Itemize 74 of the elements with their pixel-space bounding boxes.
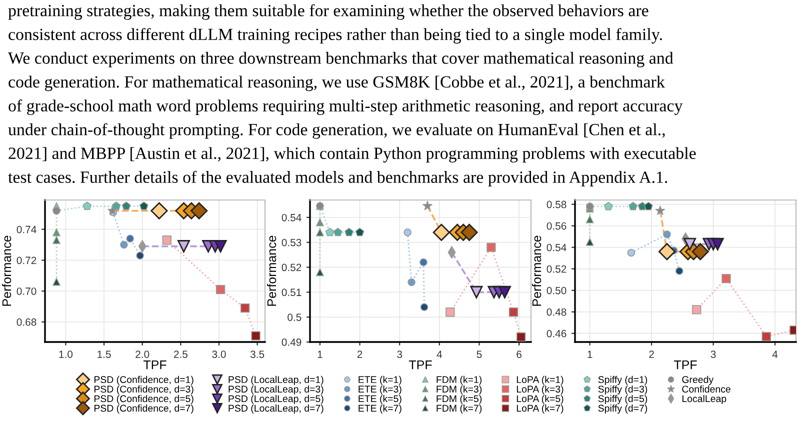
y-tick-label: 0.56 <box>546 222 566 230</box>
y-tick-label: 0.50 <box>546 286 566 294</box>
y-axis-title: Performance <box>266 236 276 306</box>
text: consistent across different dLLM training recipes rather than being tied to a single model family. <box>8 28 662 44</box>
y-tick-label: 0.58 <box>546 200 566 208</box>
x-tick-label: 2 <box>357 350 362 358</box>
legend-label: PSD (Confidence, d=3) <box>94 385 194 394</box>
legend-label: ETE (k=7) <box>358 404 402 414</box>
y-tick-label: 0.54 <box>282 214 302 222</box>
y-tick-label: 0.54 <box>546 244 566 252</box>
y-tick-label: 0.70 <box>16 288 36 295</box>
x-tick-label: 3.5 <box>250 350 264 358</box>
text: of grade-school math word problems requiring multi-step arithmetic reasoning, and report accuracy <box>8 99 683 115</box>
legend-label: LoPA (k=5) <box>516 394 564 404</box>
x-tick-label: 3.0 <box>212 350 226 358</box>
legend-label: FDM (k=1) <box>436 376 482 385</box>
y-tick-label: 0.72 <box>16 256 36 264</box>
legend-label: LoPA (k=3) <box>516 385 564 394</box>
y-tick-label: 0.52 <box>546 265 566 273</box>
legend-label: PSD (Confidence, d=1) <box>94 376 194 385</box>
y-tick-label: 0.53 <box>282 238 302 246</box>
x-tick-label: 1.0 <box>59 350 73 358</box>
y-tick-label: 0.48 <box>546 308 566 316</box>
legend-label: PSD (LocalLeap, d=5) <box>228 394 324 404</box>
x-axis-title: TPF <box>674 360 697 370</box>
text: under chain-of-thought prompting. For code generation, we evaluate on HumanEval [Chen et al., <box>8 123 665 139</box>
legend-label: FDM (k=3) <box>436 385 482 394</box>
legend-label: PSD (LocalLeap, d=7) <box>228 404 324 414</box>
x-tick-label: 1.5 <box>98 350 111 358</box>
x-tick-label: 2.5 <box>174 350 188 358</box>
legend-label: PSD (LocalLeap, d=3) <box>228 385 324 394</box>
x-tick-label: 5 <box>476 350 482 358</box>
y-axis-title: Performance <box>2 236 12 306</box>
y-tick-label: 0.49 <box>282 338 302 346</box>
y-tick-label: 0.5 <box>288 314 302 321</box>
y-tick-label: 0.51 <box>282 288 302 296</box>
legend-label: ETE (k=1) <box>358 376 402 385</box>
legend-label: Greedy <box>682 376 714 385</box>
legend-label: ETE (k=3) <box>358 385 402 394</box>
text: 2021] and MBPP [Austin et al., 2021], which contain Python programming problems with executable <box>8 147 696 163</box>
x-tick-label: 4 <box>772 350 778 358</box>
x-tick-label: 2.0 <box>136 350 150 358</box>
y-tick-label: 0.68 <box>16 318 36 326</box>
legend-label: ETE (k=5) <box>358 394 402 404</box>
legend-label: PSD (LocalLeap, d=1) <box>228 376 324 385</box>
legend-label: LoPA (k=7) <box>516 404 564 414</box>
text: We conduct experiments on three downstream benchmarks that cover mathematical reasoning and <box>8 52 674 68</box>
x-axis-title: TPF <box>408 360 432 370</box>
legend-label: PSD (Confidence, d=7) <box>94 404 194 414</box>
y-tick-label: 0.74 <box>16 226 36 234</box>
text: pretraining strategies, making them suitable for examining whether the observed behaviors are <box>8 4 648 20</box>
y-tick-label: 0.46 <box>546 330 566 338</box>
x-tick-label: 3 <box>397 350 402 358</box>
legend-label: Spiffy (d=1) <box>598 376 648 385</box>
x-tick-label: 1 <box>318 350 322 358</box>
legend-label: LocalLeap <box>682 394 726 404</box>
legend-label: Confidence <box>682 385 730 393</box>
x-tick-label: 1 <box>588 350 592 358</box>
x-tick-label: 2 <box>649 350 654 358</box>
legend-label: FDM (k=5) <box>436 394 482 404</box>
x-axis-title: TPF <box>143 360 166 370</box>
x-tick-label: 3 <box>710 350 716 358</box>
y-tick-label: 0.52 <box>282 264 302 272</box>
x-tick-label: 4 <box>436 350 442 358</box>
text: code generation. For mathematical reasoning, we use GSM8K [Cobbe et al., 2021], a benchmark <box>8 76 665 92</box>
legend-label: LoPA (k=1) <box>516 376 564 385</box>
legend-label: Spiffy (d=3) <box>598 385 648 394</box>
x-tick-label: 6 <box>516 350 522 358</box>
legend-label: Spiffy (d=5) <box>598 394 648 404</box>
legend-label: PSD (Confidence, d=5) <box>94 394 194 404</box>
legend-label: Spiffy (d=7) <box>598 404 648 414</box>
legend-label: FDM (k=7) <box>436 404 482 414</box>
y-axis-title: Performance <box>532 236 542 306</box>
text: test cases. Further details of the evaluated models and benchmarks are provided in Appendix A.1. <box>8 170 668 186</box>
